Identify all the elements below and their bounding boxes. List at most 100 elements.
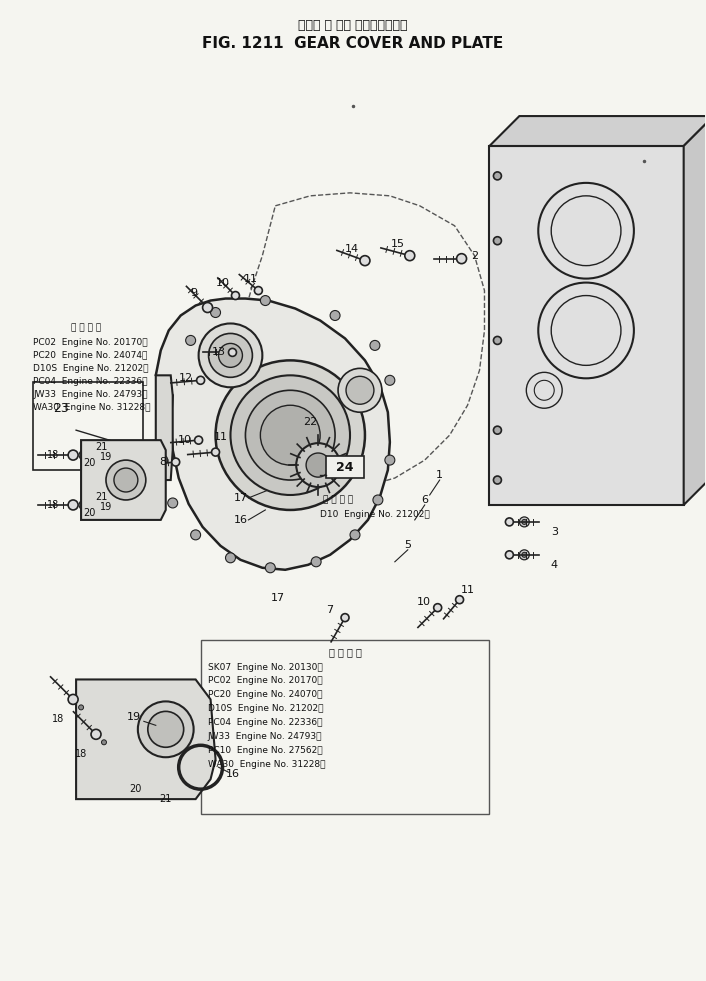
Circle shape — [385, 376, 395, 386]
Text: 2: 2 — [471, 251, 478, 261]
Text: PC20  Engine No. 24074～: PC20 Engine No. 24074～ — [33, 351, 148, 360]
Circle shape — [82, 502, 87, 507]
Text: 21: 21 — [95, 442, 107, 452]
Text: 4: 4 — [551, 560, 558, 570]
Circle shape — [232, 291, 239, 299]
Circle shape — [306, 453, 330, 477]
Text: PC04  Engine No. 22336～: PC04 Engine No. 22336～ — [208, 718, 322, 727]
Circle shape — [225, 553, 236, 563]
Circle shape — [76, 702, 86, 712]
Circle shape — [261, 295, 270, 305]
Text: 19: 19 — [100, 452, 112, 462]
Circle shape — [493, 336, 501, 344]
Text: SK07  Engine No. 20130～: SK07 Engine No. 20130～ — [208, 662, 323, 672]
Text: D10  Engine No. 21202～: D10 Engine No. 21202～ — [320, 510, 430, 519]
Circle shape — [493, 172, 501, 180]
Circle shape — [198, 324, 263, 387]
Text: 5: 5 — [405, 540, 412, 549]
Circle shape — [219, 343, 242, 367]
Circle shape — [254, 286, 263, 294]
Text: 適 用 号 機: 適 用 号 機 — [71, 324, 101, 333]
Polygon shape — [489, 146, 683, 505]
Circle shape — [172, 458, 180, 466]
Text: JW33  Engine No. 24793～: JW33 Engine No. 24793～ — [33, 390, 148, 399]
Text: 12: 12 — [179, 374, 193, 384]
Circle shape — [106, 460, 146, 500]
Text: 14: 14 — [345, 243, 359, 254]
Text: 15: 15 — [391, 238, 405, 249]
Bar — [326, 456, 364, 478]
Text: PC20  Engine No. 24070～: PC20 Engine No. 24070～ — [208, 691, 322, 699]
Circle shape — [350, 530, 360, 540]
Circle shape — [493, 476, 501, 484]
Circle shape — [505, 518, 513, 526]
Circle shape — [79, 450, 89, 460]
Text: 23: 23 — [53, 402, 69, 415]
Circle shape — [212, 448, 220, 456]
Circle shape — [168, 498, 178, 508]
Circle shape — [229, 348, 237, 356]
Circle shape — [157, 455, 168, 465]
Circle shape — [330, 311, 340, 321]
Polygon shape — [76, 680, 215, 800]
Circle shape — [520, 517, 530, 527]
Circle shape — [265, 563, 275, 573]
Text: FIG. 1211  GEAR COVER AND PLATE: FIG. 1211 GEAR COVER AND PLATE — [203, 36, 503, 51]
Text: D10S  Engine No. 21202～: D10S Engine No. 21202～ — [33, 364, 149, 374]
Text: 11: 11 — [244, 274, 258, 284]
Circle shape — [91, 729, 101, 740]
Text: 10: 10 — [215, 278, 229, 287]
Text: 16: 16 — [225, 769, 239, 779]
Text: 17: 17 — [271, 593, 285, 602]
Text: 11: 11 — [460, 585, 474, 594]
Circle shape — [341, 614, 349, 622]
Text: 18: 18 — [52, 714, 64, 724]
Text: 20: 20 — [130, 784, 142, 795]
Circle shape — [78, 705, 83, 710]
Circle shape — [493, 426, 501, 435]
Circle shape — [114, 468, 138, 492]
Text: 22: 22 — [303, 417, 317, 427]
Text: 7: 7 — [327, 604, 334, 615]
Text: 6: 6 — [421, 495, 429, 505]
Text: 18: 18 — [47, 500, 59, 510]
Text: 8: 8 — [159, 457, 167, 467]
Circle shape — [433, 603, 442, 612]
Circle shape — [186, 336, 196, 345]
Polygon shape — [156, 298, 390, 570]
Circle shape — [457, 254, 467, 264]
Circle shape — [455, 595, 464, 603]
Text: 1: 1 — [436, 470, 443, 480]
Circle shape — [68, 695, 78, 704]
Bar — [33, 383, 143, 470]
Circle shape — [230, 376, 350, 495]
Circle shape — [203, 302, 213, 313]
Circle shape — [246, 390, 335, 480]
Circle shape — [261, 405, 320, 465]
Text: 24: 24 — [336, 460, 354, 474]
Text: 21: 21 — [160, 795, 172, 804]
Circle shape — [505, 550, 513, 559]
Polygon shape — [156, 376, 173, 480]
Circle shape — [138, 701, 193, 757]
Text: WA30  Engine No. 31228～: WA30 Engine No. 31228～ — [208, 760, 325, 769]
Circle shape — [68, 500, 78, 510]
Text: JW33  Engine No. 24793～: JW33 Engine No. 24793～ — [208, 732, 322, 742]
Text: 10: 10 — [417, 596, 431, 606]
Circle shape — [148, 711, 184, 748]
Circle shape — [522, 519, 527, 525]
Circle shape — [370, 340, 380, 350]
Text: ギヤー カ バー およびプレート: ギヤー カ バー およびプレート — [298, 20, 408, 32]
Circle shape — [373, 495, 383, 505]
Circle shape — [385, 455, 395, 465]
Text: PC02  Engine No. 20170～: PC02 Engine No. 20170～ — [208, 677, 322, 686]
Text: 3: 3 — [551, 527, 558, 537]
Circle shape — [522, 552, 527, 557]
Polygon shape — [683, 116, 706, 505]
Circle shape — [79, 500, 89, 510]
Circle shape — [99, 738, 109, 748]
Polygon shape — [489, 116, 706, 146]
Circle shape — [346, 377, 374, 404]
Circle shape — [493, 236, 501, 244]
Circle shape — [311, 557, 321, 567]
